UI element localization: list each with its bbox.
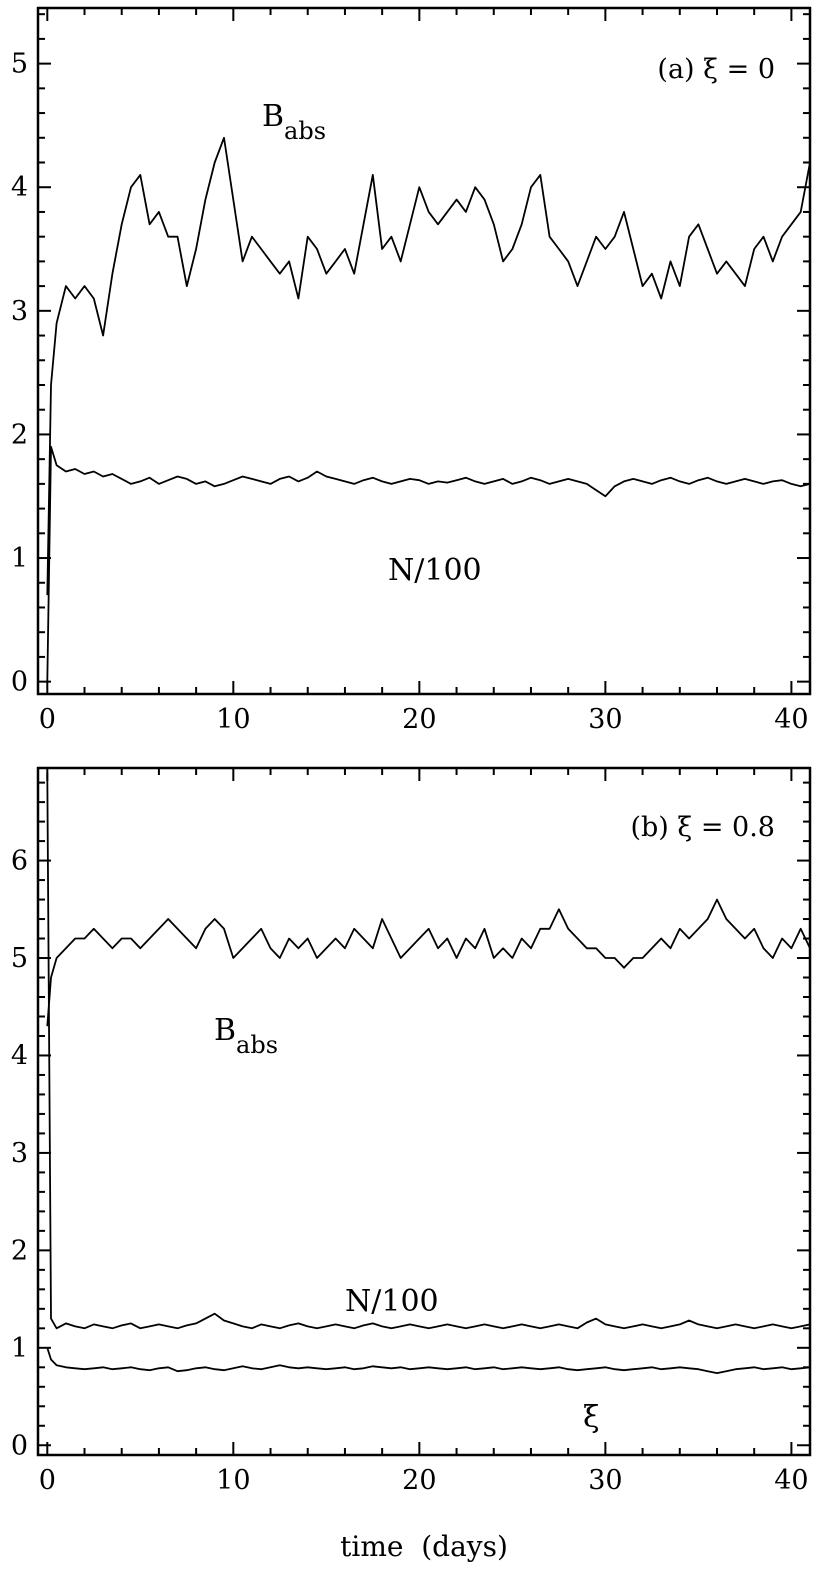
y-tick-label: 3 — [11, 1138, 28, 1169]
x-tick-label: 20 — [402, 704, 436, 735]
y-tick-label: 6 — [11, 846, 28, 877]
panel-b-n100-label: N/100 — [345, 1284, 439, 1319]
y-tick-label: 2 — [11, 419, 28, 450]
panel-b-xi-label: ξ — [583, 1400, 600, 1435]
series-line-N-100 — [46, 772, 811, 1330]
y-tick-label: 3 — [11, 296, 28, 327]
panel-b-label: (b) ξ = 0.8 — [630, 812, 775, 843]
y-tick-label: 0 — [11, 667, 28, 698]
x-tick-label: 0 — [39, 704, 56, 735]
y-tick-label: 4 — [11, 1040, 28, 1071]
series-line-B-abs — [46, 898, 811, 1027]
panel-a-series — [46, 136, 811, 682]
panel-b-ticks: 0 10 20 30 40 0 1 2 3 4 5 6 — [11, 768, 810, 1496]
y-tick-label: 0 — [11, 1430, 28, 1461]
x-tick-label: 40 — [774, 1465, 808, 1496]
panel-b-frame — [36, 766, 812, 1457]
y-tick-label: 1 — [11, 543, 28, 574]
x-tick-label: 10 — [216, 1465, 250, 1496]
x-tick-label: 20 — [402, 1465, 436, 1496]
x-tick-label: 30 — [588, 1465, 622, 1496]
y-tick-label: 4 — [11, 172, 28, 203]
x-tick-label: 0 — [39, 1465, 56, 1496]
y-tick-label: 1 — [11, 1333, 28, 1364]
panel-b-babs-label: Babs — [214, 1013, 278, 1059]
panel-a-n100-label: N/100 — [388, 553, 482, 588]
y-tick-label: 5 — [11, 49, 28, 80]
x-tick-label: 10 — [216, 704, 250, 735]
x-axis-label: time (days) — [340, 1530, 508, 1563]
panel-a-label: (a) ξ = 0 — [657, 54, 775, 85]
x-tick-label: 40 — [774, 704, 808, 735]
y-tick-label: 2 — [11, 1235, 28, 1266]
panel-a-frame — [36, 6, 812, 696]
series-line-N-100 — [46, 445, 811, 682]
y-tick-label: 5 — [11, 943, 28, 974]
panel-a-babs-label: Babs — [262, 99, 326, 145]
panel-a: 0 10 20 30 40 0 1 2 3 4 5 (a) ξ = 0 Babs N/100 — [11, 6, 812, 735]
series-line-B-abs — [46, 136, 811, 596]
panel-a-ticks: 0 10 20 30 40 0 1 2 3 4 5 — [11, 8, 810, 735]
x-tick-label: 30 — [588, 704, 622, 735]
series-line-- — [46, 1347, 811, 1374]
panel-b-series — [46, 772, 811, 1374]
